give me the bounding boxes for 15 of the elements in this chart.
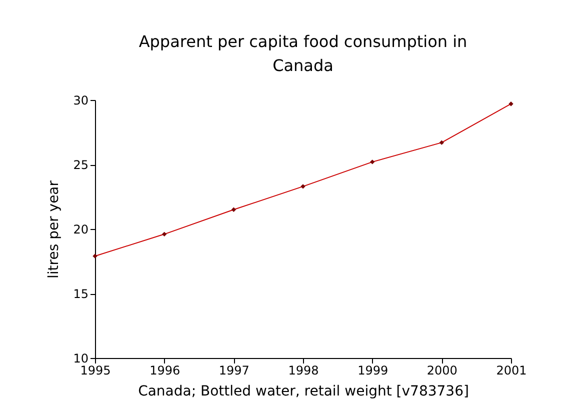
y-tick-label: 25 (73, 158, 88, 172)
x-tick-label: 2001 (496, 364, 527, 378)
x-tick-label: 1996 (150, 364, 180, 378)
x-tick-label: 1995 (80, 364, 111, 378)
chart-title: Apparent per capita food consumption in Canada (138, 32, 468, 75)
y-tick-label: 10 (73, 352, 88, 366)
y-tick-label: 30 (73, 94, 88, 108)
y-tick-label: 15 (73, 287, 88, 301)
x-tick-label: 1997 (218, 364, 250, 378)
x-axis-title: Canada; Bottled water, retail weight [v783736] (138, 384, 469, 400)
y-tick-label: 20 (73, 222, 88, 236)
y-axis-title: litres per year (46, 180, 62, 279)
x-tick-label: 2000 (426, 364, 458, 378)
x-tick-label: 1998 (288, 364, 319, 378)
x-tick-label: 1999 (358, 364, 388, 378)
